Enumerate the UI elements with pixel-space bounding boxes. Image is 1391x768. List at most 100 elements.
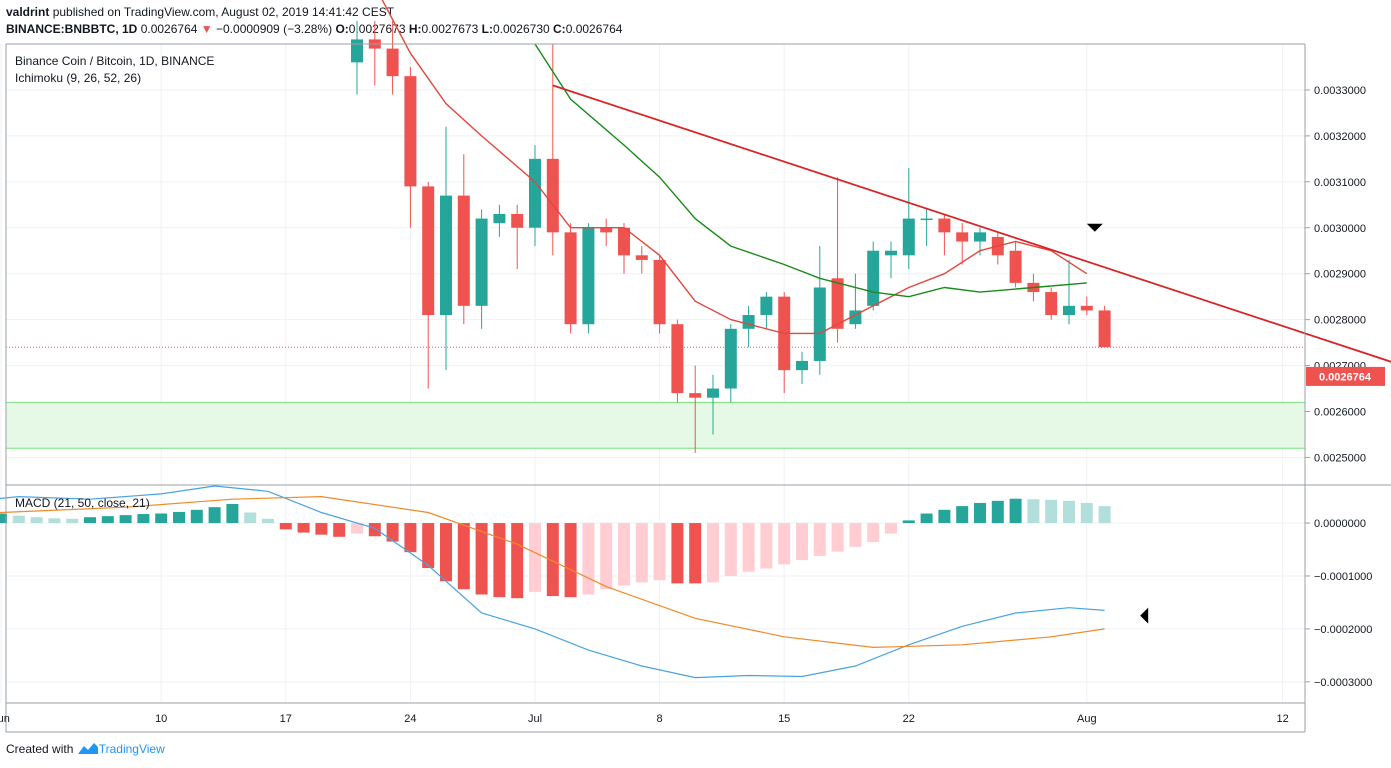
macd-histogram-bar[interactable]: [1099, 506, 1111, 523]
candle-body[interactable]: [636, 255, 648, 260]
macd-histogram-bar[interactable]: [31, 517, 43, 523]
candle-body[interactable]: [1099, 310, 1111, 347]
candle-body[interactable]: [440, 196, 452, 315]
candle-body[interactable]: [511, 214, 523, 228]
macd-histogram-bar[interactable]: [458, 523, 470, 589]
candle[interactable]: [867, 242, 879, 311]
macd-histogram-bar[interactable]: [832, 523, 844, 552]
candle[interactable]: [582, 223, 594, 333]
macd-histogram-bar[interactable]: [1063, 501, 1075, 523]
candle-body[interactable]: [885, 251, 897, 256]
macd-histogram-bar[interactable]: [1010, 499, 1022, 523]
macd-histogram-bar[interactable]: [1045, 500, 1057, 523]
candle-body[interactable]: [565, 232, 577, 324]
x-tick-label[interactable]: Jul: [528, 713, 542, 725]
candle-body[interactable]: [725, 329, 737, 389]
macd-histogram-bar[interactable]: [84, 517, 96, 523]
candle-body[interactable]: [1045, 292, 1057, 315]
macd-histogram-bar[interactable]: [903, 520, 915, 523]
macd-histogram-bar[interactable]: [885, 523, 897, 534]
candle-body[interactable]: [547, 159, 559, 233]
macd-histogram-bar[interactable]: [209, 507, 221, 523]
candle-body[interactable]: [814, 287, 826, 361]
candle-body[interactable]: [529, 159, 541, 228]
macd-histogram-bar[interactable]: [725, 523, 737, 576]
x-tick-label[interactable]: 15: [778, 713, 790, 725]
macd-histogram-bar[interactable]: [796, 523, 808, 560]
candle-body[interactable]: [458, 196, 470, 306]
candle-body[interactable]: [707, 389, 719, 398]
candle-body[interactable]: [743, 315, 755, 329]
candle[interactable]: [671, 320, 683, 403]
y-tick-label[interactable]: 0.0026000: [1314, 407, 1366, 419]
candle-body[interactable]: [387, 49, 399, 77]
macd-histogram-bar[interactable]: [636, 523, 648, 582]
x-tick-label[interactable]: 12: [1276, 713, 1288, 725]
candle-body[interactable]: [689, 393, 701, 398]
y-tick-label[interactable]: 0.0028000: [1314, 315, 1366, 327]
macd-histogram-bar[interactable]: [743, 523, 755, 572]
candle-body[interactable]: [582, 228, 594, 324]
x-tick-label[interactable]: 24: [404, 713, 416, 725]
candle[interactable]: [565, 223, 577, 333]
tradingview-link[interactable]: TradingView: [99, 742, 165, 756]
macd-histogram-bar[interactable]: [440, 523, 452, 581]
candle-body[interactable]: [832, 278, 844, 329]
price-axis-ticks[interactable]: 0.00330000.00320000.00310000.00300000.00…: [1305, 85, 1366, 465]
macd-histogram-bar[interactable]: [369, 523, 381, 536]
macd-histogram-bar[interactable]: [422, 523, 434, 568]
macd-histogram-bar[interactable]: [13, 516, 25, 523]
macd-histogram-bar[interactable]: [618, 523, 630, 585]
macd-histogram-bar[interactable]: [280, 523, 292, 529]
macd-histogram-bar[interactable]: [1081, 503, 1093, 523]
macd-y-tick-label[interactable]: −0.0003000: [1314, 677, 1372, 689]
macd-histogram-bar[interactable]: [707, 523, 719, 582]
x-tick-label[interactable]: 8: [657, 713, 663, 725]
macd-histogram-bar[interactable]: [102, 516, 114, 523]
macd-histogram-bar[interactable]: [244, 512, 256, 523]
macd-histogram-bar[interactable]: [48, 518, 60, 523]
candle[interactable]: [654, 255, 666, 333]
macd-histogram-bar[interactable]: [298, 523, 310, 533]
x-tick-label[interactable]: Aug: [1077, 713, 1097, 725]
macd-histogram-bar[interactable]: [262, 519, 274, 523]
macd-y-tick-label[interactable]: 0.0000000: [1314, 518, 1366, 530]
y-tick-label[interactable]: 0.0030000: [1314, 223, 1366, 235]
macd-axis-ticks[interactable]: 0.0000000 −0.0001000 −0.0002000 −0.0003000: [1305, 518, 1372, 689]
candle-body[interactable]: [351, 39, 363, 62]
macd-histogram-bar[interactable]: [511, 523, 523, 598]
candle-body[interactable]: [404, 76, 416, 186]
candle-body[interactable]: [956, 232, 968, 241]
candle-body[interactable]: [1063, 306, 1075, 315]
candle-body[interactable]: [921, 219, 933, 221]
candle-body[interactable]: [1081, 306, 1093, 311]
macd-histogram-bar[interactable]: [992, 501, 1004, 523]
macd-histogram-bar[interactable]: [191, 510, 203, 523]
x-tick-label[interactable]: 10: [155, 713, 167, 725]
macd-histogram-bar[interactable]: [582, 523, 594, 594]
macd-histogram-bar[interactable]: [226, 504, 238, 523]
y-tick-label[interactable]: 0.0029000: [1314, 269, 1366, 281]
candle[interactable]: [1045, 287, 1057, 319]
macd-histogram-bar[interactable]: [120, 515, 132, 523]
macd-histogram-bar[interactable]: [155, 514, 167, 524]
candle-body[interactable]: [671, 324, 683, 393]
candle-body[interactable]: [618, 228, 630, 256]
x-tick-label[interactable]: 22: [903, 713, 915, 725]
macd-histogram-bar[interactable]: [956, 506, 968, 523]
candle-body[interactable]: [903, 219, 915, 256]
macd-histogram-bar[interactable]: [778, 523, 790, 564]
macd-histogram-bar[interactable]: [493, 523, 505, 597]
candle-body[interactable]: [654, 260, 666, 324]
macd-histogram-bar[interactable]: [689, 523, 701, 583]
macd-histogram-bar[interactable]: [315, 523, 327, 535]
macd-histogram-bar[interactable]: [814, 523, 826, 556]
macd-histogram-bar[interactable]: [66, 519, 78, 523]
candle-body[interactable]: [422, 186, 434, 315]
macd-histogram-bar[interactable]: [938, 510, 950, 523]
macd-histogram-bar[interactable]: [529, 523, 541, 592]
y-tick-label[interactable]: 0.0025000: [1314, 452, 1366, 464]
macd-y-tick-label[interactable]: −0.0002000: [1314, 624, 1372, 636]
candle-body[interactable]: [493, 214, 505, 223]
